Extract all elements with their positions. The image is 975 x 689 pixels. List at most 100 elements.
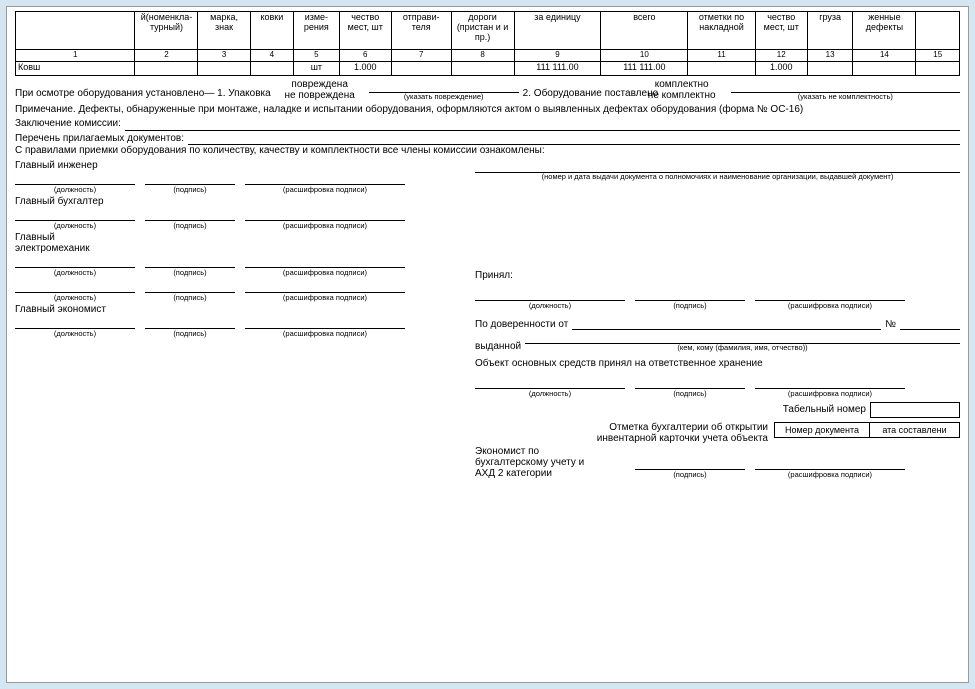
decr-field[interactable] bbox=[245, 207, 405, 221]
cell-total: 111 111.00 bbox=[601, 61, 688, 75]
econ-decr[interactable] bbox=[755, 456, 905, 470]
sig-title-3a: Главный bbox=[15, 232, 455, 243]
num: 14 bbox=[853, 50, 916, 62]
num: 2 bbox=[135, 50, 198, 62]
col-h: чество мест, шт bbox=[755, 12, 807, 50]
signatures-area: Главный инженер (должность) (подпись) (р… bbox=[15, 158, 960, 479]
col-0 bbox=[16, 12, 135, 50]
proxy-num[interactable] bbox=[900, 318, 960, 330]
num-symbol: № bbox=[885, 319, 896, 330]
opt-complete: комплектно bbox=[637, 79, 727, 90]
attachments-label: Перечень прилагаемых документов: bbox=[15, 133, 184, 146]
pos-field[interactable] bbox=[15, 207, 135, 221]
cell bbox=[391, 61, 451, 75]
col-h: женные дефекты bbox=[853, 12, 916, 50]
cell bbox=[853, 61, 916, 75]
inspection-line: При осмотре оборудования установлено— 1.… bbox=[15, 79, 960, 101]
pos-field[interactable] bbox=[15, 279, 135, 293]
doc-date-hdr: ата составлени bbox=[870, 422, 960, 437]
mark-line1: Отметка бухгалтерии об открытии bbox=[475, 422, 768, 433]
econ-1: Экономист по bbox=[475, 446, 625, 457]
col-h: отправи-теля bbox=[391, 12, 451, 50]
sig-title-3b: электромеханик bbox=[15, 243, 455, 254]
proxy-label: По доверенности от bbox=[475, 319, 568, 330]
num: 9 bbox=[514, 50, 601, 62]
col-h: отметки по накладной bbox=[688, 12, 755, 50]
pos-field[interactable] bbox=[15, 254, 135, 268]
num: 1 bbox=[16, 50, 135, 62]
sig-title-2: Главный бухгалтер bbox=[15, 196, 455, 207]
st-decr[interactable] bbox=[755, 375, 905, 389]
tab-num-row: Табельный номер bbox=[475, 402, 960, 418]
cell bbox=[688, 61, 755, 75]
col-h: груза bbox=[807, 12, 853, 50]
col-h: марка, знак bbox=[198, 12, 250, 50]
table-data-row: Ковш шт 1.000 111 111.00 111 111.00 1.00… bbox=[16, 61, 960, 75]
note-defects: Примечание. Дефекты, обнаруженные при мо… bbox=[15, 104, 960, 117]
acc-decr[interactable] bbox=[755, 287, 905, 301]
issued-label: выданной bbox=[475, 341, 521, 352]
acceptance-area: (номер и дата выдачи документа о полномо… bbox=[475, 158, 960, 479]
rules-label: С правилами приемки оборудования по коли… bbox=[15, 145, 960, 158]
num: 3 bbox=[198, 50, 250, 62]
cell bbox=[451, 61, 514, 75]
pos-field[interactable] bbox=[15, 315, 135, 329]
num: 13 bbox=[807, 50, 853, 62]
sign-field[interactable] bbox=[145, 279, 235, 293]
acc-pos[interactable] bbox=[475, 287, 625, 301]
inspect-prefix: При осмотре оборудования установлено— 1.… bbox=[15, 88, 271, 101]
proxy-date[interactable] bbox=[572, 318, 881, 330]
eq-label: 2. Оборудование поставлено bbox=[523, 88, 633, 101]
cell-unit: шт bbox=[294, 61, 340, 75]
num: 4 bbox=[250, 50, 293, 62]
mark-line2: инвентарной карточки учета объекта bbox=[475, 433, 768, 444]
col-h bbox=[916, 12, 960, 50]
num: 11 bbox=[688, 50, 755, 62]
num: 8 bbox=[451, 50, 514, 62]
conclusion-field[interactable] bbox=[125, 119, 960, 131]
accepted-label: Принял: bbox=[475, 270, 960, 281]
col-h: ковки bbox=[250, 12, 293, 50]
cell bbox=[135, 61, 198, 75]
col-h: чество мест, шт bbox=[339, 12, 391, 50]
tab-num-box[interactable] bbox=[870, 402, 960, 418]
col-h: й(номенкла-турный) bbox=[135, 12, 198, 50]
cell-name: Ковш bbox=[16, 61, 135, 75]
sign-field[interactable] bbox=[145, 315, 235, 329]
decr-field[interactable] bbox=[245, 279, 405, 293]
cell-price: 111 111.00 bbox=[514, 61, 601, 75]
acc-sign[interactable] bbox=[635, 287, 745, 301]
econ-2: бухгалтерскому учету и bbox=[475, 457, 625, 468]
col-h: всего bbox=[601, 12, 688, 50]
num: 12 bbox=[755, 50, 807, 62]
table-header-row: й(номенкла-турный) марка, знак ковки изм… bbox=[16, 12, 960, 50]
sign-field[interactable] bbox=[145, 254, 235, 268]
attachments-field[interactable] bbox=[188, 133, 960, 145]
stored-label: Объект основных средств принял на ответс… bbox=[475, 358, 960, 369]
tab-num-label: Табельный номер bbox=[783, 404, 866, 415]
sign-field[interactable] bbox=[145, 207, 235, 221]
decr-field[interactable] bbox=[245, 315, 405, 329]
cell-qty2: 1.000 bbox=[755, 61, 807, 75]
cell bbox=[916, 61, 960, 75]
decr-field[interactable] bbox=[245, 171, 405, 185]
num: 15 bbox=[916, 50, 960, 62]
st-sign[interactable] bbox=[635, 375, 745, 389]
opt-damaged: повреждена bbox=[275, 79, 365, 90]
issued-hint: (кем, кому (фамилия, имя, отчество)) bbox=[525, 344, 960, 352]
num: 10 bbox=[601, 50, 688, 62]
st-pos[interactable] bbox=[475, 375, 625, 389]
auth-caption: (номер и дата выдачи документа о полномо… bbox=[475, 173, 960, 181]
pos-field[interactable] bbox=[15, 171, 135, 185]
conclusion-label: Заключение комиссии: bbox=[15, 118, 121, 131]
damage-hint: (указать повреждение) bbox=[369, 93, 519, 101]
sign-field[interactable] bbox=[145, 171, 235, 185]
document-page: й(номенкла-турный) марка, знак ковки изм… bbox=[6, 6, 969, 683]
econ-sign[interactable] bbox=[635, 456, 745, 470]
num: 6 bbox=[339, 50, 391, 62]
opt-undamaged: не повреждена bbox=[275, 90, 365, 101]
decr-field[interactable] bbox=[245, 254, 405, 268]
cell bbox=[198, 61, 250, 75]
cell bbox=[807, 61, 853, 75]
commission-signatures: Главный инженер (должность) (подпись) (р… bbox=[15, 158, 455, 479]
